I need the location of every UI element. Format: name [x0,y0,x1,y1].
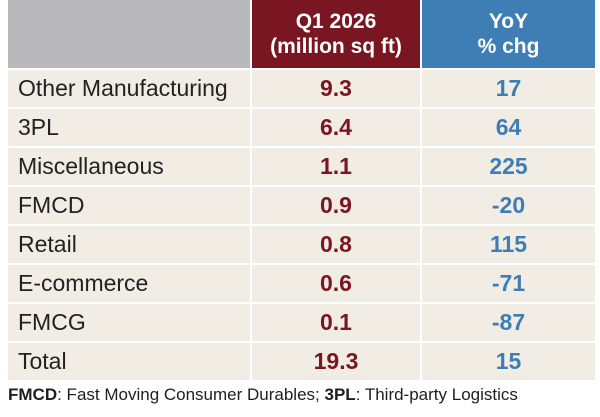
category-cell: Other Manufacturing [8,69,251,109]
header-row: Q1 2026 (million sq ft) YoY % chg [8,0,595,70]
category-cell: 3PL [8,108,251,148]
category-cell: FMCG [8,303,251,343]
category-cell: E-commerce [8,264,251,304]
table-row: Miscellaneous 1.1 225 [8,147,595,187]
q1-value-cell: 0.8 [250,225,422,265]
table-row: Retail 0.8 115 [8,225,595,265]
header-yoy: YoY % chg [421,0,595,70]
header-q1-2026: Q1 2026 (million sq ft) [250,0,422,70]
warehouse-leasing-table: Q1 2026 (million sq ft) YoY % chg Other … [8,0,595,380]
yoy-value-cell: 64 [421,108,595,148]
table-row: E-commerce 0.6 -71 [8,264,595,304]
table-row: 3PL 6.4 64 [8,108,595,148]
yoy-value-cell: -20 [421,186,595,226]
category-cell: Retail [8,225,251,265]
header-q1-line1: Q1 2026 [295,10,377,33]
footnote-abbr-3pl: 3PL [324,385,356,404]
yoy-value-cell: 15 [421,342,595,380]
footnote-abbr-fmcd: FMCD [8,385,58,404]
category-cell: Total [8,342,251,380]
q1-value-cell: 9.3 [250,69,422,109]
header-yoy-line2: % chg [477,35,540,58]
footnote-def-3pl: : Third-party Logistics [355,385,518,404]
table-row: FMCG 0.1 -87 [8,303,595,343]
yoy-value-cell: -71 [421,264,595,304]
footnote-def-fmcd: : Fast Moving Consumer Durables; [57,385,325,404]
yoy-value-cell: 115 [421,225,595,265]
table-row: FMCD 0.9 -20 [8,186,595,226]
yoy-value-cell: 17 [421,69,595,109]
footnote: FMCD: Fast Moving Consumer Durables; 3PL… [8,385,598,405]
table-body: Other Manufacturing 9.3 17 3PL 6.4 64 Mi… [8,69,595,380]
table-row: Other Manufacturing 9.3 17 [8,69,595,109]
header-yoy-line1: YoY [488,10,529,33]
q1-value-cell: 19.3 [250,342,422,380]
q1-value-cell: 0.9 [250,186,422,226]
total-row: Total 19.3 15 [8,342,595,380]
q1-value-cell: 0.6 [250,264,422,304]
yoy-value-cell: 225 [421,147,595,187]
q1-value-cell: 6.4 [250,108,422,148]
category-cell: Miscellaneous [8,147,251,187]
header-q1-line2: (million sq ft) [270,35,402,58]
q1-value-cell: 0.1 [250,303,422,343]
header-blank-cell [8,0,251,70]
q1-value-cell: 1.1 [250,147,422,187]
yoy-value-cell: -87 [421,303,595,343]
category-cell: FMCD [8,186,251,226]
